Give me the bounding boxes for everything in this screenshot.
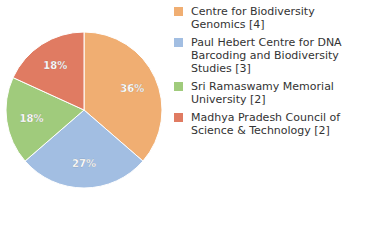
slices xyxy=(6,32,162,188)
data-label: 27% xyxy=(72,158,96,169)
legend-entry: Centre for Biodiversity Genomics [4] xyxy=(172,5,377,31)
legend-label: Paul Hebert Centre for DNA Barcoding and… xyxy=(191,36,371,75)
pie-slice xyxy=(13,32,84,110)
data-label: 18% xyxy=(20,113,44,124)
data-label: 36% xyxy=(120,83,144,94)
legend-swatch xyxy=(174,7,183,16)
legend-entry: Sri Ramaswamy Memorial University [2] xyxy=(172,80,377,106)
legend-label: Sri Ramaswamy Memorial University [2] xyxy=(191,80,371,106)
legend-swatch xyxy=(174,113,183,122)
legend-swatch xyxy=(174,38,183,47)
data-labels: 36% 27% 18% 18% xyxy=(20,60,145,169)
legend-label: Centre for Biodiversity Genomics [4] xyxy=(191,5,371,31)
legend-swatch xyxy=(174,82,183,91)
legend-entry: Paul Hebert Centre for DNA Barcoding and… xyxy=(172,36,377,75)
legend-entry: Madhya Pradesh Council of Science & Tech… xyxy=(172,111,377,137)
legend-label: Madhya Pradesh Council of Science & Tech… xyxy=(191,111,371,137)
data-label: 18% xyxy=(43,60,67,71)
legend: Centre for Biodiversity Genomics [4] Paul… xyxy=(172,5,377,142)
